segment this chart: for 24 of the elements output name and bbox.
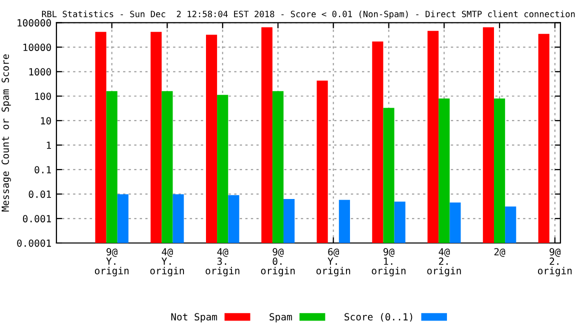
x-tick-label: 4@ 2. origin [427, 248, 461, 276]
y-tick-label: 1 [46, 142, 51, 149]
y-tick-label: 100000 [18, 19, 51, 27]
x-tick-label: 9@ 2. origin [538, 248, 572, 276]
legend-label: Not Spam [171, 313, 218, 322]
legend-label: Score (0..1) [344, 312, 412, 322]
y-tick-label: 100 [35, 92, 51, 100]
x-tick-label: 9@ 1. origin [372, 248, 406, 276]
y-tick-label: 1000 [29, 68, 51, 76]
legend-label: Spam [270, 313, 292, 322]
x-tick-label: 4@ 3. origin [206, 248, 240, 276]
x-tick-label: 2@ [494, 248, 506, 257]
x-tick-label: 9@ Y. origin [94, 248, 129, 276]
y-axis-title: Message Count or Spam Score [2, 54, 11, 212]
x-tick-label: 6@ Y. origin [316, 248, 350, 276]
y-tick-label: 10000 [23, 44, 51, 52]
y-tick-label: 0.0001 [17, 240, 51, 247]
y-tick-label: 0.1 [34, 166, 51, 174]
chart-title: RBL Statistics - Sun Dec 2 12:58:04 EST 2018 - Score < 0.01 (Non-Spam) - Direct SMTP client connection [42, 10, 575, 19]
y-tick-label: 0.001 [22, 215, 51, 222]
y-tick-label: 0.01 [28, 190, 51, 198]
x-tick-label: 9@ 0. origin [261, 248, 295, 276]
y-tick-label: 10 [41, 117, 51, 124]
x-tick-label: 4@ Y. origin [150, 248, 184, 276]
